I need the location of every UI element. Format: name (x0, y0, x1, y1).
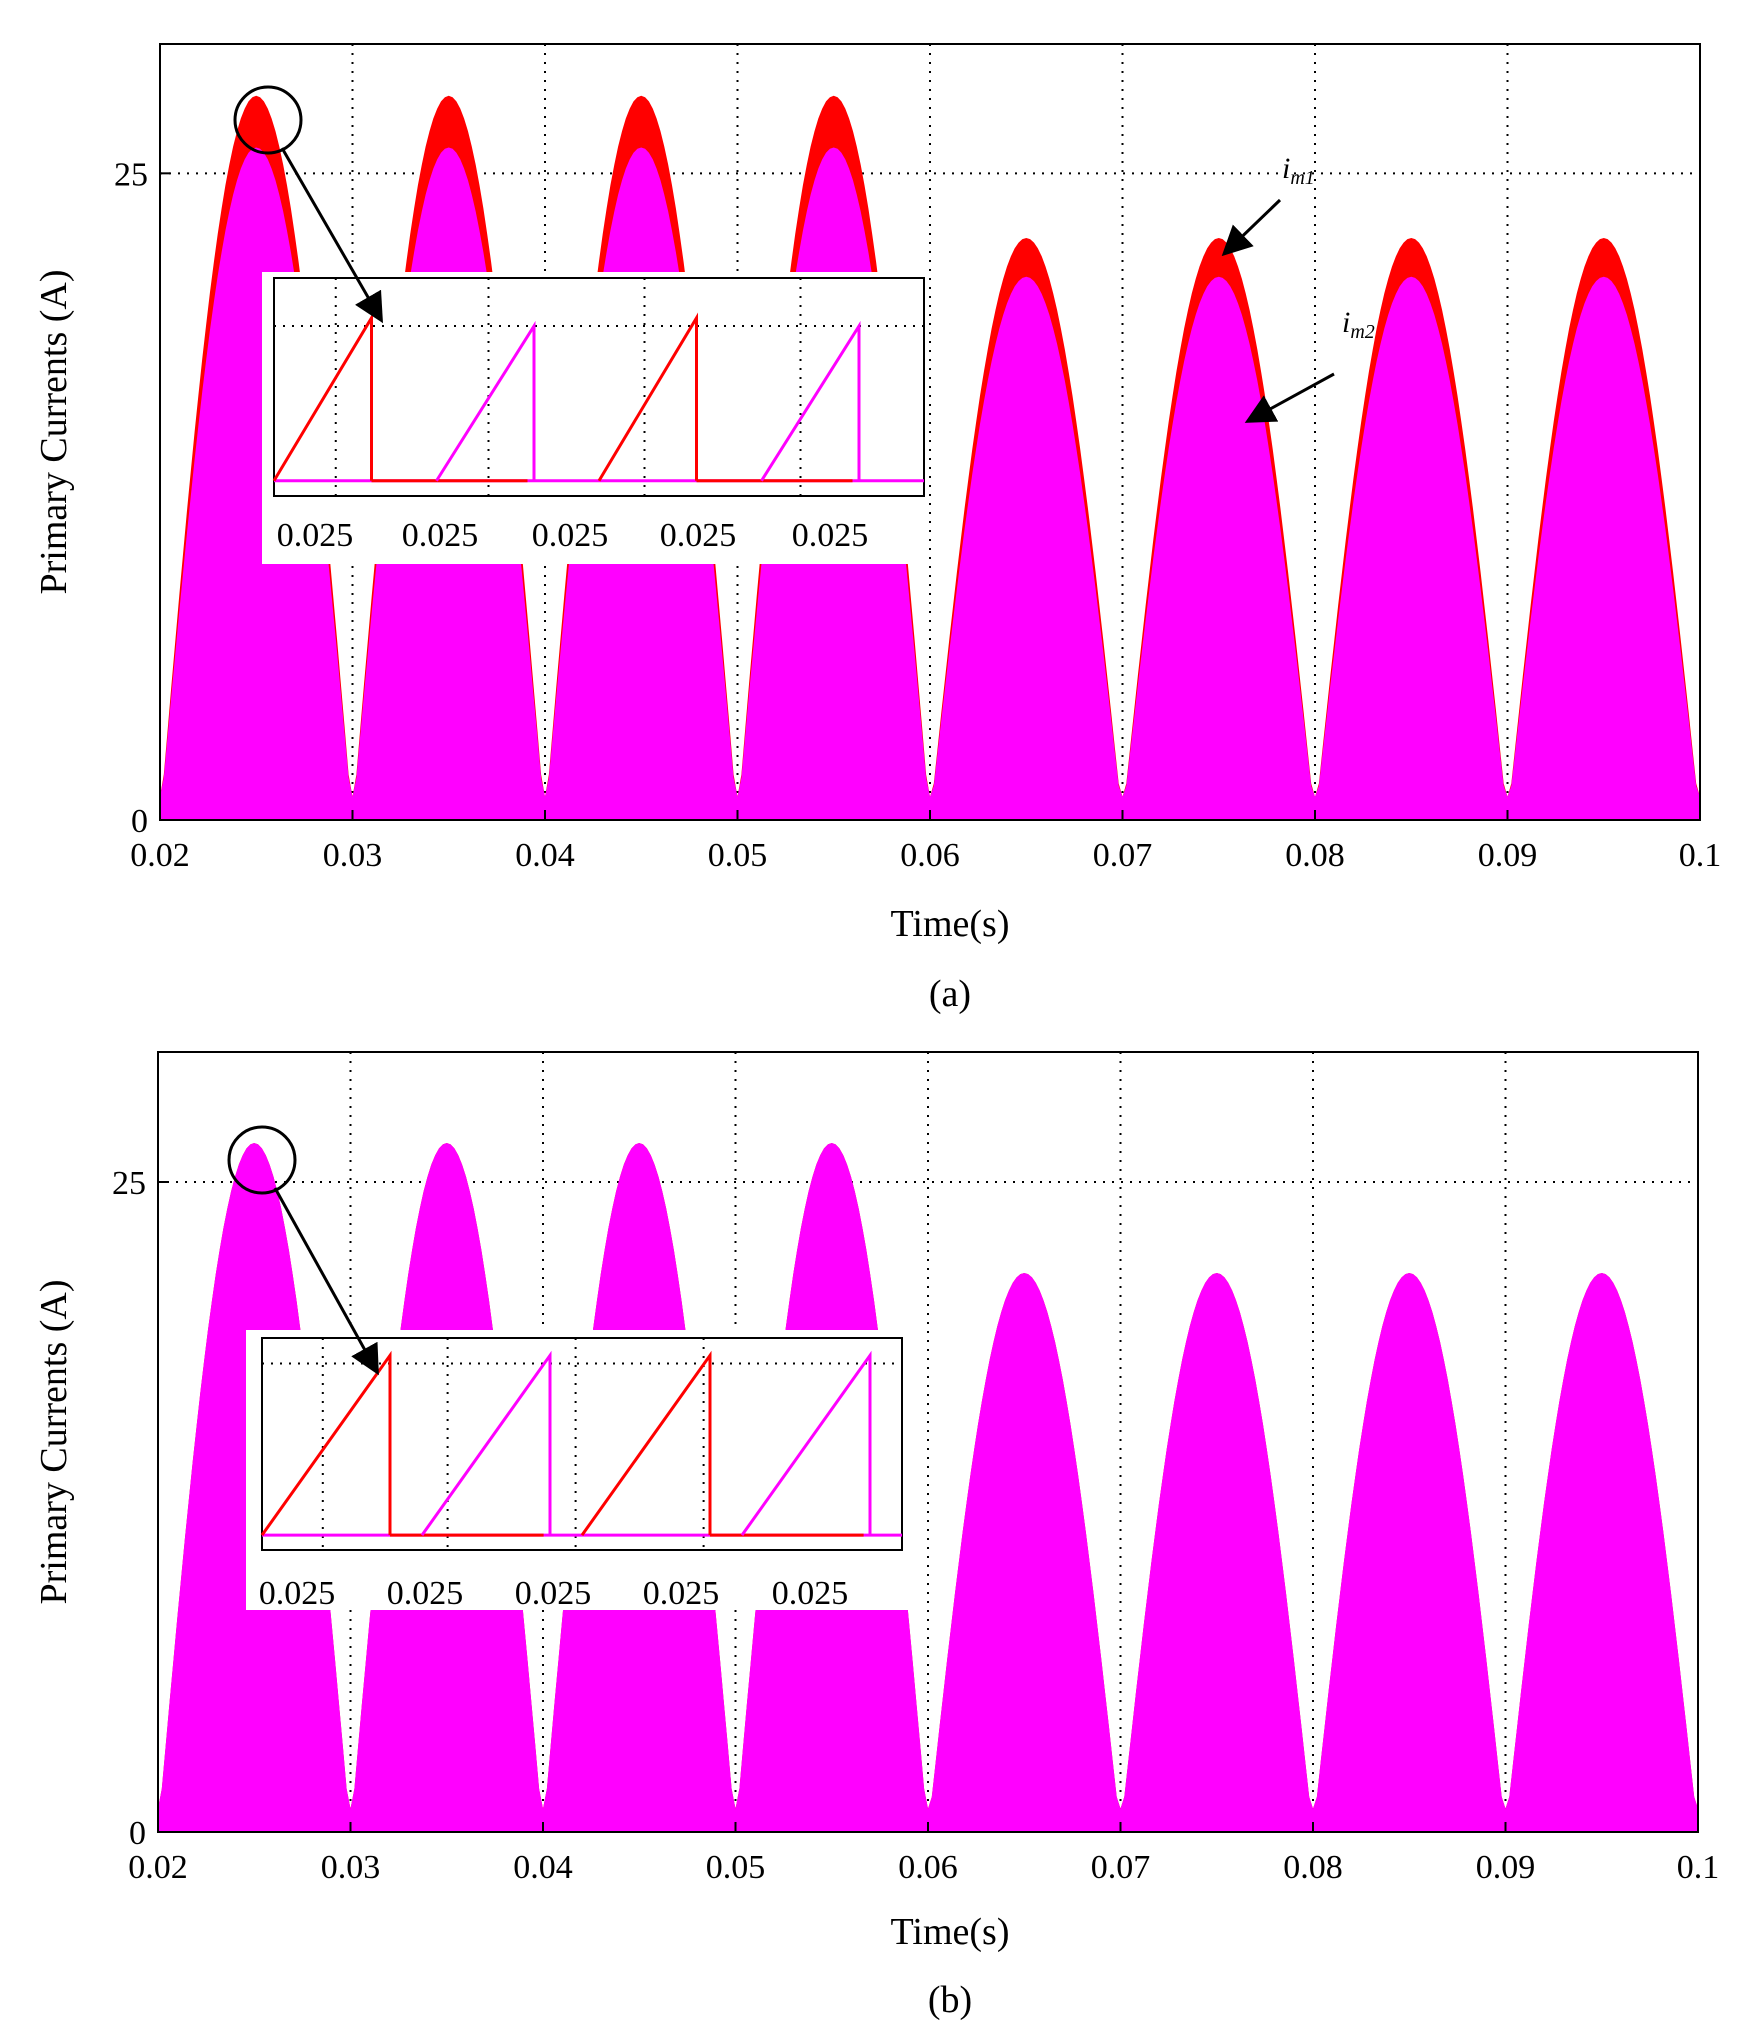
zoom-circle-a (233, 85, 303, 155)
im2-lobe (1505, 1273, 1698, 1832)
y-axis-label-a: Primary Currents (A) (33, 269, 75, 594)
im2-lobe (1122, 276, 1315, 820)
inset-tick-label: 0.025 (515, 1575, 592, 1612)
x-tick-label: 0.08 (1283, 1849, 1343, 1886)
inset-tick-label: 0.025 (277, 517, 354, 554)
panel-a: 0.02 0.03 0.04 0.05 0.06 0.07 0.08 0.09 0.1 0 25 0… (33, 43, 1721, 1015)
x-tick-label: 0.03 (323, 837, 383, 874)
im2-lobe (930, 276, 1123, 820)
caption-b: (b) (928, 1979, 972, 2021)
x-tick-label: 0.03 (321, 1849, 381, 1886)
x-tick-label: 0.07 (1093, 837, 1153, 874)
inset-ramp-im1 (597, 312, 698, 482)
inset-tick-label: 0.025 (792, 517, 869, 554)
inset-grid-a (274, 278, 924, 496)
x-tick-label: 0.05 (708, 837, 768, 874)
y-tick-label: 25 (114, 156, 148, 193)
im2-pointer-arrow (1244, 372, 1335, 423)
inset-tick-label: 0.025 (660, 517, 737, 554)
inset-tick-label: 0.025 (532, 517, 609, 554)
x-tick-label: 0.06 (900, 837, 960, 874)
x-tick-label: 0.08 (1285, 837, 1345, 874)
im2-label: im2 (1342, 306, 1375, 343)
axis-ticks-b: 0.02 0.03 0.04 0.05 0.06 0.07 0.08 0.09 0.1 0 25 (112, 1165, 1719, 1886)
im1-pointer-arrow (1221, 198, 1282, 257)
im1-label: im1 (1282, 152, 1315, 189)
x-tick-label: 0.04 (515, 837, 575, 874)
y-tick-label: 0 (131, 803, 148, 840)
inset-b: 0.025 0.025 0.025 0.025 0.025 (246, 1330, 911, 1612)
inset-a: 0.025 0.025 0.025 0.025 0.025 (262, 272, 927, 564)
x-axis-label-a: Time(s) (891, 903, 1010, 945)
x-tick-label: 0.02 (128, 1849, 188, 1886)
inset-tick-label: 0.025 (402, 517, 479, 554)
x-tick-label: 0.04 (513, 1849, 573, 1886)
inset-ramp-im2 (435, 320, 536, 482)
zoom-arrow-b (273, 1187, 379, 1376)
inset-tick-label: 0.025 (772, 1575, 849, 1612)
x-tick-label: 0.07 (1091, 1849, 1151, 1886)
grid-b (158, 1052, 1698, 1832)
inset-ramp-im1 (260, 1350, 392, 1537)
im2-lobe (1120, 1273, 1313, 1832)
im2-lobe (1507, 276, 1700, 820)
x-tick-label: 0.1 (1679, 837, 1722, 874)
inset-ticks-a: 0.025 0.025 0.025 0.025 0.025 (277, 517, 869, 554)
inset-tick-label: 0.025 (643, 1575, 720, 1612)
inset-ramp-im2 (740, 1350, 872, 1537)
inset-ticks-b: 0.025 0.025 0.025 0.025 0.025 (259, 1575, 849, 1612)
im2-lobe (160, 147, 353, 820)
caption-a: (a) (929, 973, 971, 1015)
y-axis-label-b: Primary Currents (A) (33, 1279, 75, 1604)
x-tick-label: 0.05 (706, 1849, 766, 1886)
im2-lobe (1315, 276, 1508, 820)
x-tick-label: 0.06 (898, 1849, 958, 1886)
axis-ticks-a: 0.02 0.03 0.04 0.05 0.06 0.07 0.08 0.09 0.1 0 25 (114, 156, 1721, 874)
inset-tick-label: 0.025 (259, 1575, 336, 1612)
zoom-circle-b (227, 1125, 297, 1195)
inset-ramp-im2 (420, 1350, 552, 1537)
x-tick-label: 0.09 (1478, 837, 1538, 874)
zoom-arrow-a (280, 147, 383, 324)
panel-b: 0.02 0.03 0.04 0.05 0.06 0.07 0.08 0.09 0.1 0 25 0… (33, 1051, 1719, 2021)
im2-lobe (928, 1273, 1121, 1832)
y-tick-label: 0 (129, 1815, 146, 1852)
inset-ramp-im2 (760, 320, 861, 482)
inset-traces-b (260, 1350, 902, 1537)
x-axis-label-b: Time(s) (891, 1911, 1010, 1953)
x-tick-label: 0.09 (1476, 1849, 1536, 1886)
y-tick-label: 25 (112, 1165, 146, 1202)
inset-ramp-im1 (580, 1350, 712, 1537)
x-tick-label: 0.02 (130, 837, 190, 874)
inset-tick-label: 0.025 (387, 1575, 464, 1612)
x-tick-label: 0.1 (1677, 1849, 1720, 1886)
im2-lobe (1313, 1273, 1506, 1832)
